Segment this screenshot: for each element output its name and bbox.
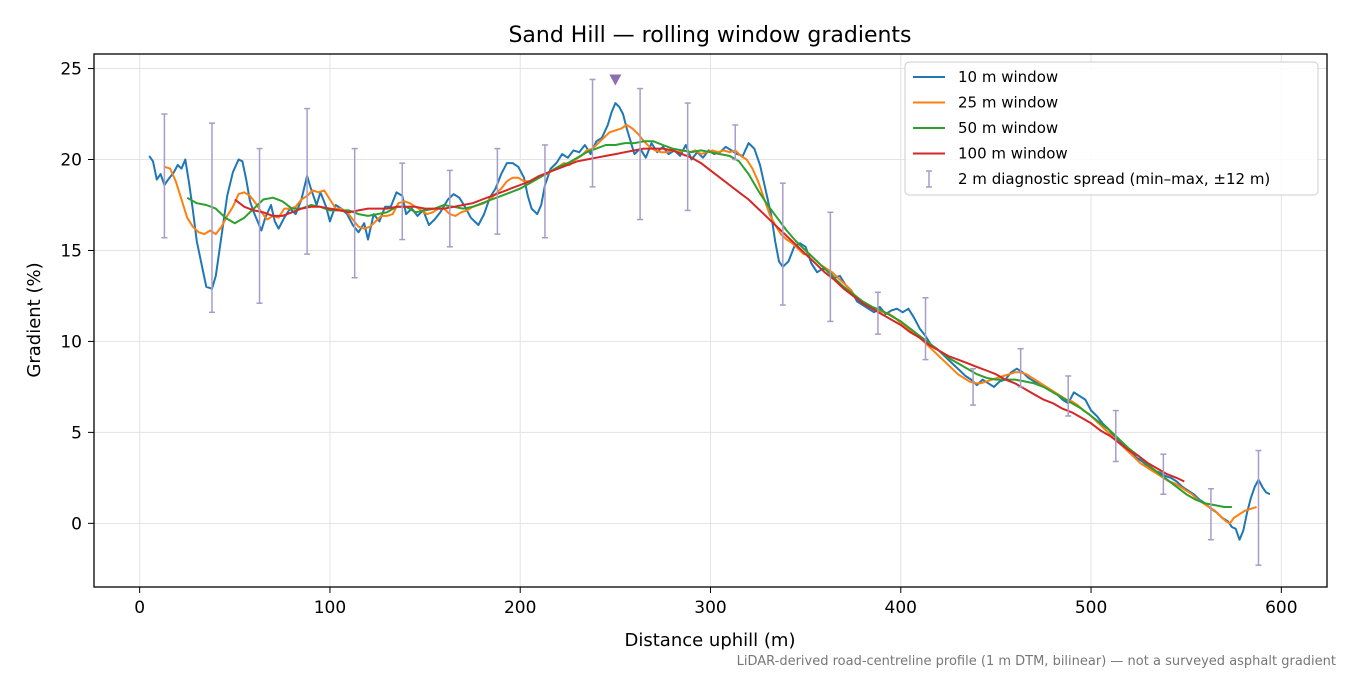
footnote: LiDAR-derived road-centreline profile (1…	[737, 654, 1336, 669]
series-line	[234, 147, 1185, 483]
x-tick-label: 100	[314, 598, 346, 618]
y-tick-label: 25	[60, 60, 82, 80]
legend-label: 50 m window	[958, 119, 1058, 137]
y-tick-label: 5	[71, 423, 82, 443]
series-line	[186, 140, 1232, 508]
legend-item: 50 m window	[913, 119, 1058, 137]
legend-label: 2 m diagnostic spread (min–max, ±12 m)	[958, 170, 1270, 188]
x-tick-label: 400	[885, 598, 917, 618]
legend-label: 25 m window	[958, 94, 1058, 112]
legend: 10 m window 25 m window 50 m window 100 m w…	[904, 61, 1319, 196]
x-tick-label: 600	[1265, 598, 1297, 618]
series-4	[234, 147, 1185, 483]
legend-item: 100 m window	[913, 145, 1068, 163]
legend-item: 10 m window	[913, 68, 1058, 86]
x-tick-label: 0	[134, 598, 145, 618]
y-tick-label: 0	[71, 514, 82, 534]
y-tick-label: 10	[60, 332, 82, 352]
x-tick-label: 500	[1075, 598, 1107, 618]
legend-label: 100 m window	[958, 145, 1068, 163]
legend-item: 2 m diagnostic spread (min–max, ±12 m)	[926, 170, 1270, 188]
chart-title: Sand Hill — rolling window gradients	[508, 23, 911, 48]
legend-item: 25 m window	[913, 94, 1058, 112]
y-tick-label: 20	[60, 151, 82, 171]
x-tick-label: 300	[694, 598, 726, 618]
peak-marker	[609, 74, 622, 86]
axes: 0 100 200 300 400 500 600 0 5 10 15 20 25	[60, 53, 1328, 618]
series-layer	[148, 74, 1271, 566]
y-tick-label: 15	[60, 241, 82, 261]
y-axis-title: Gradient (%)	[24, 262, 45, 377]
legend-label: 10 m window	[958, 68, 1058, 86]
legend-box	[904, 61, 1319, 196]
series-5	[161, 78, 1262, 566]
x-tick-label: 200	[504, 598, 536, 618]
series-3	[186, 140, 1232, 508]
x-axis-title: Distance uphill (m)	[625, 630, 796, 651]
